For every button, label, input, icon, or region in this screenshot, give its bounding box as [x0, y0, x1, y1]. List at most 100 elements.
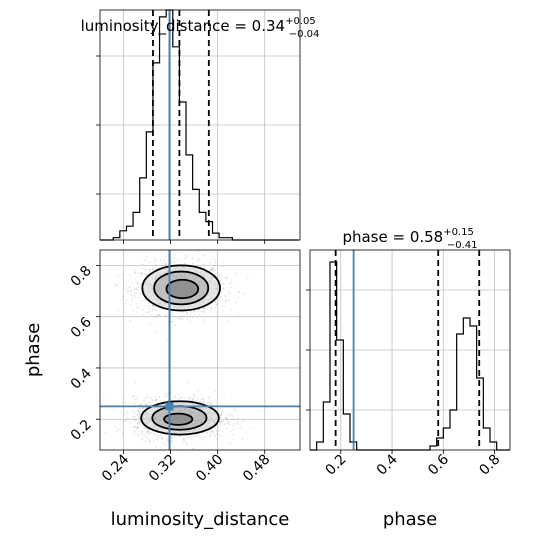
sample-point: [137, 286, 140, 288]
sample-point: [180, 316, 182, 318]
sample-point: [209, 434, 211, 436]
sample-point: [138, 426, 140, 428]
sample-point: [241, 438, 244, 440]
density-contour: [163, 412, 194, 426]
sample-point: [148, 401, 150, 404]
sample-point: [146, 403, 148, 405]
x-tick-label: 0.40: [193, 452, 226, 485]
sample-point: [134, 416, 136, 418]
sample-point: [174, 324, 176, 326]
sample-point: [217, 296, 220, 299]
sample-point: [222, 262, 224, 264]
sample-point: [138, 415, 140, 418]
sample-point: [228, 415, 230, 417]
sample-point: [214, 390, 216, 392]
sample-point: [214, 308, 216, 310]
sample-point: [220, 420, 222, 422]
sample-point: [199, 259, 201, 262]
truth-marker: [165, 402, 174, 411]
sample-point: [230, 430, 232, 433]
sample-point: [149, 433, 151, 435]
sample-point: [134, 403, 136, 405]
sample-point: [204, 312, 206, 314]
sample-point: [151, 325, 153, 327]
sample-point: [134, 419, 136, 422]
sample-point: [139, 411, 141, 413]
sample-point: [137, 297, 140, 299]
sample-point: [197, 311, 199, 313]
sample-point: [219, 414, 222, 417]
sample-point: [234, 423, 236, 425]
sample-point: [152, 268, 154, 270]
sample-point: [145, 273, 147, 276]
sample-point: [173, 315, 175, 317]
sample-point: [211, 430, 214, 433]
sample-point: [148, 261, 151, 263]
sample-point: [161, 437, 163, 440]
sample-point: [170, 441, 173, 443]
sample-point: [212, 432, 214, 434]
sample-point: [137, 432, 139, 435]
sample-point: [192, 447, 195, 449]
sample-point: [203, 307, 205, 309]
sample-point: [229, 282, 231, 284]
sample-point: [209, 431, 212, 433]
sample-point: [236, 423, 238, 425]
sample-point: [189, 435, 192, 437]
sample-point: [139, 408, 141, 410]
sample-point: [142, 407, 144, 409]
sample-point: [193, 393, 195, 396]
sample-point: [133, 426, 136, 428]
sample-point: [126, 299, 128, 301]
sample-point: [222, 288, 224, 290]
sample-point: [125, 288, 127, 291]
sample-point: [165, 315, 168, 318]
sample-point: [197, 250, 199, 253]
sample-point: [227, 421, 229, 424]
sample-point: [143, 404, 146, 406]
sample-point: [153, 309, 155, 311]
sample-point: [214, 433, 216, 435]
sample-point: [134, 288, 136, 290]
sample-point: [127, 290, 129, 293]
sample-point: [155, 399, 157, 401]
sample-point: [130, 304, 132, 306]
y-axis-label-phase: phase: [23, 323, 44, 377]
sample-point: [140, 287, 142, 289]
panel-phase-hist: 0.2 0.4 0.6 0.8 phase phase = 0.58+0.15 −0.4…: [306, 227, 511, 530]
sample-point: [120, 412, 122, 414]
sample-point: [192, 258, 194, 260]
sample-point: [149, 431, 151, 433]
sample-point: [122, 420, 125, 422]
sample-point: [221, 305, 224, 307]
sample-point: [214, 264, 216, 267]
sample-point: [146, 432, 148, 434]
sample-point: [226, 275, 229, 277]
sample-point: [133, 430, 135, 432]
sample-point: [144, 305, 147, 307]
sample-point: [238, 291, 241, 293]
sample-point: [203, 307, 205, 309]
sample-point: [228, 423, 231, 426]
sample-point: [140, 403, 142, 405]
sample-point: [149, 313, 152, 316]
sample-point: [124, 402, 127, 404]
sample-point: [123, 414, 126, 416]
sample-point: [203, 267, 205, 269]
sample-point: [202, 310, 204, 313]
sample-point: [136, 409, 138, 412]
sample-point: [247, 277, 249, 280]
sample-point: [140, 273, 143, 275]
sample-point: [136, 427, 139, 430]
sample-point: [142, 273, 144, 275]
sample-point: [163, 265, 166, 267]
sample-point: [155, 399, 157, 401]
sample-point: [125, 411, 127, 414]
sample-point: [191, 399, 193, 401]
sample-point: [124, 419, 127, 421]
density-contour: [140, 400, 220, 436]
sample-point: [221, 411, 223, 413]
sample-point: [199, 400, 202, 403]
sample-point: [146, 430, 148, 432]
